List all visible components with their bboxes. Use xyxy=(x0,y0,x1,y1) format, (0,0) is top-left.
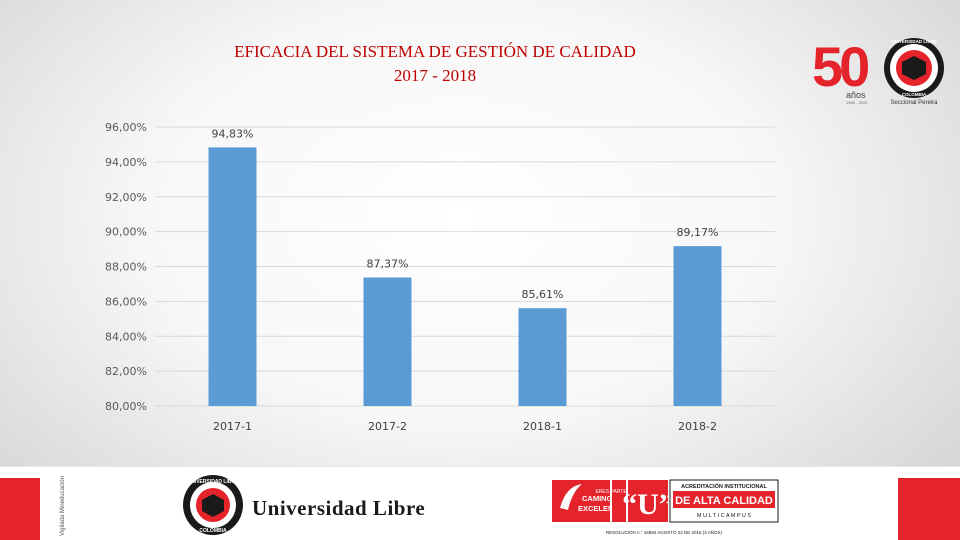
chart-labels: 80,00% 82,00% 84,00% 86,00% 88,00% 90,00% 92,0… xyxy=(105,121,718,433)
data-label: 89,17% xyxy=(677,226,719,239)
y-tick-label: 96,00% xyxy=(105,121,147,134)
logo-years-text: 1969 - 2019 xyxy=(846,100,868,105)
footer xyxy=(0,466,960,540)
feather-icon xyxy=(560,484,582,510)
x-tick-label: 2017-1 xyxy=(213,420,252,433)
universidad-libre-seal-icon: UNIVERSIDAD LIBRE COLOMBIA xyxy=(183,475,243,535)
footer-seal-bottom-text: COLOMBIA xyxy=(199,528,227,534)
footer-red-block-left xyxy=(0,478,40,540)
logo-anos-text: años xyxy=(846,90,866,100)
bar xyxy=(363,277,412,406)
chart-gridlines xyxy=(155,126,775,407)
camino-line1: CAMINO A LA xyxy=(582,494,632,503)
multicampus-text: M U L T I C A M P U S xyxy=(697,513,752,519)
bar xyxy=(208,147,257,407)
logo-seal-top-text: UNIVERSIDAD LIBRE xyxy=(891,39,937,44)
u-letter: “U” xyxy=(622,488,674,521)
camino-line2: EXCELENCIA xyxy=(578,504,627,513)
y-tick-label: 90,00% xyxy=(105,226,147,239)
x-tick-label: 2018-1 xyxy=(523,420,562,433)
bar xyxy=(518,308,567,406)
logo-fifty-number: 50 xyxy=(812,35,868,98)
eres-text: ERES PARTE DE LA xyxy=(595,489,643,495)
acred-small-text: ACREDITACIÓN INSTITUCIONAL xyxy=(681,482,767,490)
bar xyxy=(673,246,722,406)
vigilada-label: Vigilada Mineducación xyxy=(56,470,68,540)
y-tick-label: 94,00% xyxy=(105,156,147,169)
y-tick-label: 82,00% xyxy=(105,365,147,378)
y-tick-label: 80,00% xyxy=(105,400,147,413)
fifty-years-logo: 50 años 1969 - 2019 UNIVERSIDAD LIBRE CO… xyxy=(812,35,944,106)
acred-big-text: DE ALTA CALIDAD xyxy=(675,495,773,507)
logo-seal-bottom-text: COLOMBIA xyxy=(902,92,927,97)
x-tick-label: 2017-2 xyxy=(368,420,407,433)
chart-title-line1: EFICACIA DEL SISTEMA DE GESTIÓN DE CALID… xyxy=(234,42,636,61)
chart-bars xyxy=(208,147,722,407)
x-tick-label: 2018-2 xyxy=(678,420,717,433)
chart-title-line2: 2017 - 2018 xyxy=(393,66,477,85)
footer-red-block-right xyxy=(898,478,960,540)
y-tick-label: 84,00% xyxy=(105,330,147,343)
logo-campus-text: Seccional Pereira xyxy=(890,100,938,106)
y-tick-label: 92,00% xyxy=(105,191,147,204)
chart-title: EFICACIA DEL SISTEMA DE GESTIÓN DE CALID… xyxy=(150,40,720,88)
y-tick-label: 88,00% xyxy=(105,261,147,274)
vigilada-text: Vigilada Mineducación xyxy=(60,476,66,536)
data-label: 87,37% xyxy=(367,257,409,270)
y-tick-label: 86,00% xyxy=(105,295,147,308)
data-label: 85,61% xyxy=(522,288,564,301)
acreditacion-banner: CAMINO A LA EXCELENCIA ERES PARTE DE LA … xyxy=(552,479,779,535)
data-label: 94,83% xyxy=(212,127,254,140)
university-name: Universidad Libre xyxy=(252,496,426,520)
resolucion-text: RESOLUCIÓN n.° 16892 AGOSTO 22 DE 2016 (… xyxy=(606,529,723,535)
footer-seal-top-text: UNIVERSIDAD LIBRE xyxy=(188,479,240,485)
